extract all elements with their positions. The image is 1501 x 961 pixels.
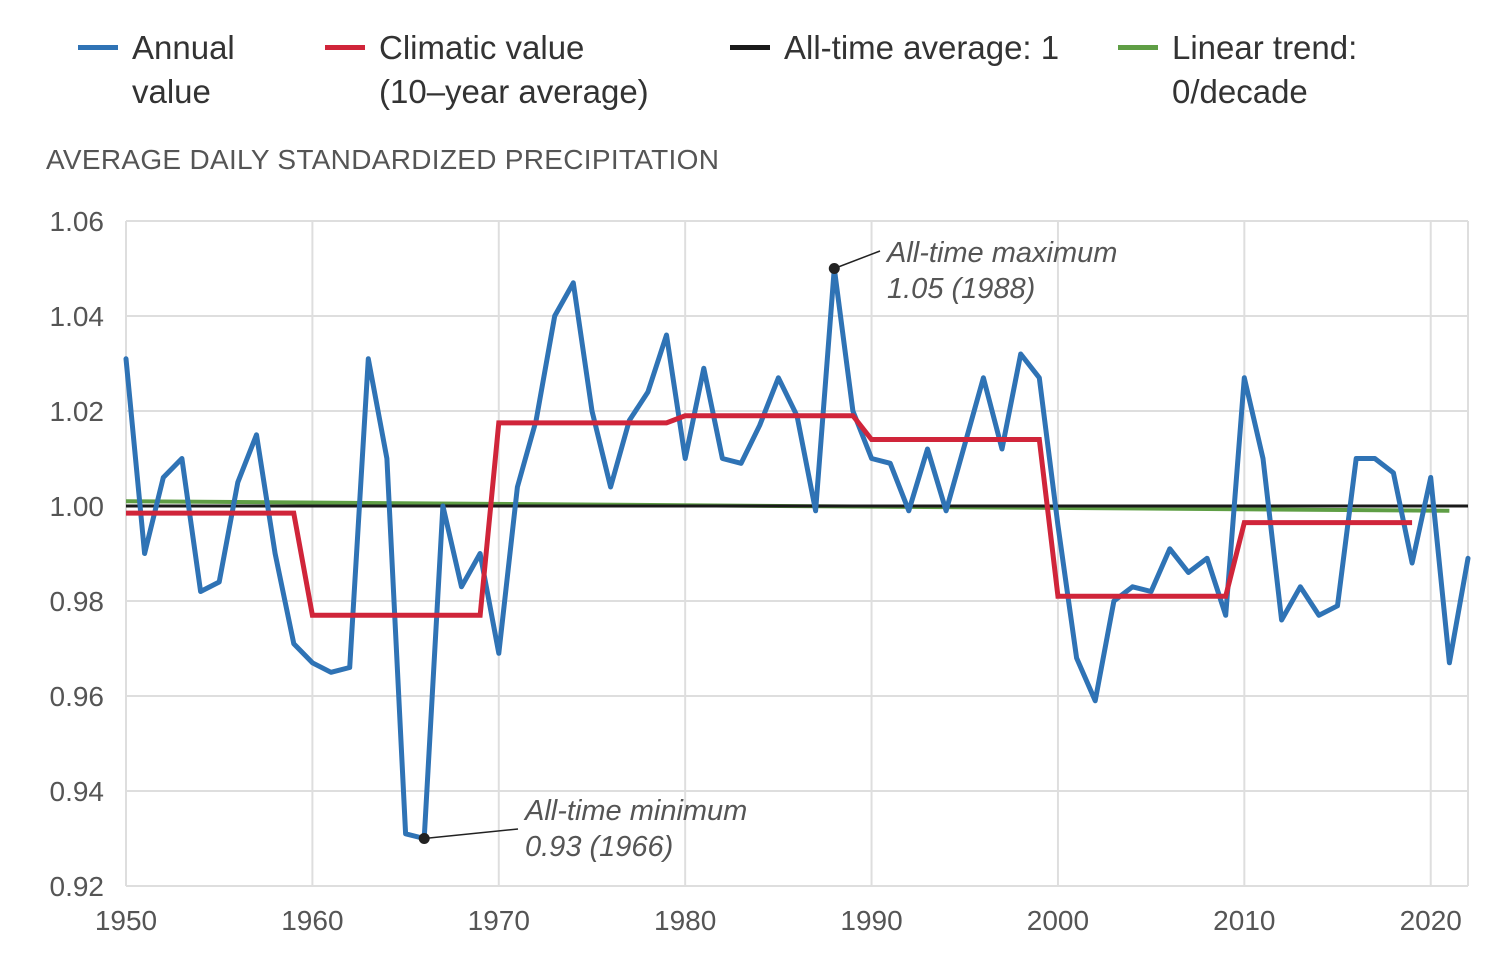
x-tick-label: 1970 [468,905,530,936]
annual-value-line [123,266,1471,841]
legend-swatch-trend [1118,45,1158,50]
legend-label-trend: Linear trend: 0/decade [1172,29,1358,110]
x-tick-label: 1950 [95,905,157,936]
y-tick-label: 0.96 [50,681,105,712]
legend-label-climatic: Climatic value (10–year average) [379,29,649,110]
y-tick-label: 1.06 [50,206,105,237]
legend-item-climatic: Climatic value (10–year average) [325,26,649,114]
min-annotation-value: 0.93 (1966) [525,831,673,863]
chart-legend: Annual value Climatic value (10–year aver… [0,0,1501,130]
x-tick-label: 1960 [281,905,343,936]
y-tick-label: 0.98 [50,586,105,617]
x-tick-label: 1990 [840,905,902,936]
min-leader-line [424,828,519,840]
legend-item-trend: Linear trend: 0/decade [1118,26,1357,114]
min-annotation-label: All-time minimum [523,795,747,827]
legend-swatch-climatic [325,45,365,50]
legend-swatch-average [730,45,770,50]
max-annotation-value: 1.05 (1988) [887,273,1035,305]
min-marker [418,833,430,844]
legend-item-annual: Annual value [78,26,235,114]
y-tick-label: 0.92 [50,871,105,902]
climatic-value-line [126,413,1413,618]
x-tick-label: 2020 [1400,905,1462,936]
max-marker [828,263,840,274]
max-annotation-label: All-time maximum [885,237,1117,269]
y-tick-label: 1.04 [50,301,105,332]
x-tick-label: 2000 [1027,905,1089,936]
y-tick-label: 1.00 [50,491,105,522]
x-tick-label: 2010 [1213,905,1275,936]
legend-item-average: All-time average: 1 [730,26,1059,70]
legend-label-annual: Annual value [132,29,235,110]
legend-label-average: All-time average: 1 [784,29,1060,66]
x-tick-label: 1980 [654,905,716,936]
max-leader-line [834,250,881,270]
chart-title: AVERAGE DAILY STANDARDIZED PRECIPITATION [46,144,720,175]
legend-swatch-annual [78,45,118,50]
y-tick-label: 0.94 [50,776,105,807]
y-tick-label: 1.02 [50,396,105,427]
